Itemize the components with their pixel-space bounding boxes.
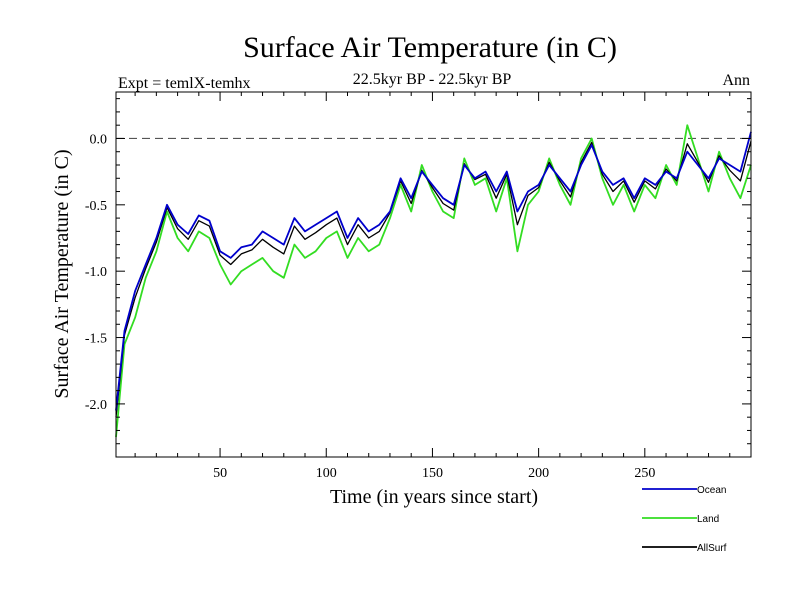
- y-tick-label: -1.0: [85, 265, 107, 280]
- series-line-allsurf: [115, 140, 752, 418]
- season-label: Ann: [722, 72, 750, 89]
- x-tick-label: 150: [422, 466, 443, 481]
- x-axis-label: Time (in years since start): [330, 486, 538, 508]
- expt-label: Expt = temlX-temhx: [118, 75, 251, 92]
- chart-subtitle: 22.5kyr BP - 22.5kyr BP: [353, 71, 512, 88]
- x-tick-label: 200: [528, 466, 549, 481]
- plot-frame: [115, 91, 752, 458]
- y-axis-label: Surface Air Temperature (in C): [51, 149, 73, 398]
- x-tick-label: 100: [316, 466, 337, 481]
- chart-title: Surface Air Temperature (in C): [243, 31, 617, 64]
- legend: Ocean Land AllSurf: [642, 485, 727, 554]
- y-tick-label: -1.5: [85, 332, 107, 347]
- y-tick-label: 0.0: [90, 132, 108, 147]
- legend-label-ocean: Ocean: [697, 485, 726, 496]
- legend-label-land: Land: [697, 514, 719, 525]
- legend-label-allsurf: AllSurf: [697, 543, 727, 554]
- series-line-ocean: [115, 131, 752, 411]
- y-tick-label: -2.0: [85, 398, 107, 413]
- x-tick-label: 250: [634, 466, 655, 481]
- series-line-land: [115, 124, 752, 438]
- y-tick-label: -0.5: [85, 199, 107, 214]
- plot-area: 50 100 150 200 250 -2.0 -1.5 -1.0 -0.5 0.0: [85, 91, 752, 481]
- x-tick-label: 50: [213, 466, 227, 481]
